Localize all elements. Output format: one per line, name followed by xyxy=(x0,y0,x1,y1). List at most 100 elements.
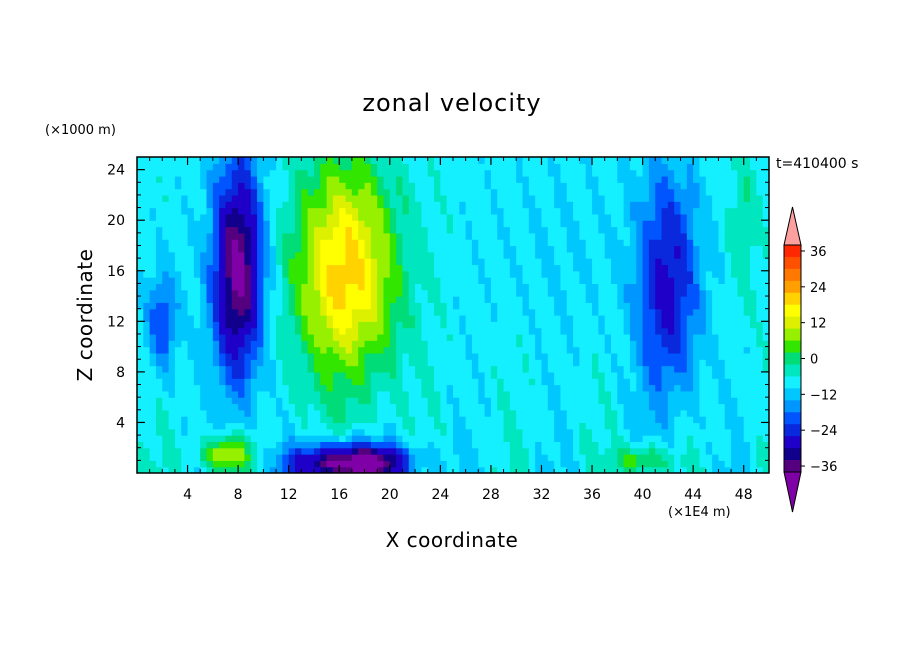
field-cell xyxy=(402,454,410,461)
field-cell xyxy=(528,157,536,164)
field-cell xyxy=(636,188,644,196)
field-cell xyxy=(143,428,151,436)
field-cell xyxy=(465,194,473,202)
field-cell xyxy=(250,359,258,367)
field-cell xyxy=(497,175,505,183)
field-cell xyxy=(225,258,233,266)
field-cell xyxy=(155,359,163,367)
field-cell xyxy=(301,308,309,316)
field-cell xyxy=(737,157,745,164)
field-cell xyxy=(389,441,397,449)
field-cell xyxy=(257,428,264,436)
field-cell xyxy=(155,435,163,442)
field-cell xyxy=(712,239,720,247)
field-cell xyxy=(326,207,334,215)
field-cell xyxy=(187,340,195,348)
field-cell xyxy=(149,194,157,202)
field-cell xyxy=(547,232,555,240)
field-cell xyxy=(402,213,410,221)
field-cell xyxy=(408,321,416,329)
field-cell xyxy=(295,245,302,253)
field-cell xyxy=(263,296,271,303)
field-cell xyxy=(712,359,720,367)
field-cell xyxy=(231,409,239,417)
field-cell xyxy=(718,182,726,190)
field-cell xyxy=(351,397,359,405)
field-cell xyxy=(516,226,524,234)
field-cell xyxy=(724,182,732,190)
field-cell xyxy=(566,182,574,190)
field-cell xyxy=(225,397,233,405)
field-cell xyxy=(200,308,208,316)
field-cell xyxy=(629,454,637,461)
field-cell xyxy=(705,447,713,455)
field-cell xyxy=(471,466,479,473)
field-cell xyxy=(497,289,505,297)
field-cell xyxy=(383,188,391,196)
field-cell xyxy=(541,264,549,272)
field-cell xyxy=(598,302,606,310)
field-cell xyxy=(598,359,606,367)
field-cell xyxy=(421,258,429,266)
field-cell xyxy=(528,321,536,329)
field-cell xyxy=(174,277,182,284)
field-cell xyxy=(137,163,144,171)
field-cell xyxy=(693,220,701,228)
field-cell xyxy=(225,277,233,284)
field-cell xyxy=(313,321,321,329)
field-cell xyxy=(415,264,422,272)
field-cell xyxy=(756,422,764,430)
field-cell xyxy=(705,245,713,253)
field-cell xyxy=(206,409,214,417)
field-cell xyxy=(212,245,220,253)
field-cell xyxy=(415,296,422,303)
field-cell xyxy=(301,163,309,171)
field-cell xyxy=(332,409,340,417)
field-cell xyxy=(629,194,637,202)
field-cell xyxy=(276,251,283,259)
field-cell xyxy=(731,157,738,164)
field-cell xyxy=(674,194,682,202)
field-cell xyxy=(440,403,448,411)
field-cell xyxy=(579,460,587,468)
field-cell xyxy=(326,175,334,183)
field-cell xyxy=(516,201,524,209)
field-cell xyxy=(370,283,378,291)
field-cell xyxy=(636,460,644,468)
field-cell xyxy=(453,169,460,177)
field-cell xyxy=(326,359,334,367)
field-cell xyxy=(566,163,574,171)
field-cell xyxy=(705,454,713,461)
field-cell xyxy=(339,283,347,291)
field-cell xyxy=(339,315,347,322)
field-cell xyxy=(737,340,745,348)
field-cell xyxy=(731,315,738,322)
field-cell xyxy=(661,175,669,183)
field-cell xyxy=(724,315,732,322)
field-cell xyxy=(762,435,769,442)
field-cell xyxy=(206,308,214,316)
field-cell xyxy=(509,340,517,348)
field-cell xyxy=(680,315,688,322)
field-cell xyxy=(402,422,410,430)
field-cell xyxy=(459,226,467,234)
field-cell xyxy=(345,352,353,360)
field-cell xyxy=(415,340,422,348)
field-cell xyxy=(617,346,625,354)
field-cell xyxy=(257,220,264,228)
field-cell xyxy=(611,194,618,202)
field-cell xyxy=(724,340,732,348)
field-cell xyxy=(471,359,479,367)
field-cell xyxy=(598,365,606,373)
field-cell xyxy=(617,182,625,190)
field-cell xyxy=(295,346,302,354)
field-cell xyxy=(699,428,707,436)
field-cell xyxy=(193,264,201,272)
field-cell xyxy=(484,245,492,253)
field-cell xyxy=(648,454,656,461)
field-cell xyxy=(453,460,460,468)
field-cell xyxy=(484,441,492,449)
field-cell xyxy=(137,251,144,259)
field-cell xyxy=(611,213,618,221)
field-cell xyxy=(547,466,555,473)
